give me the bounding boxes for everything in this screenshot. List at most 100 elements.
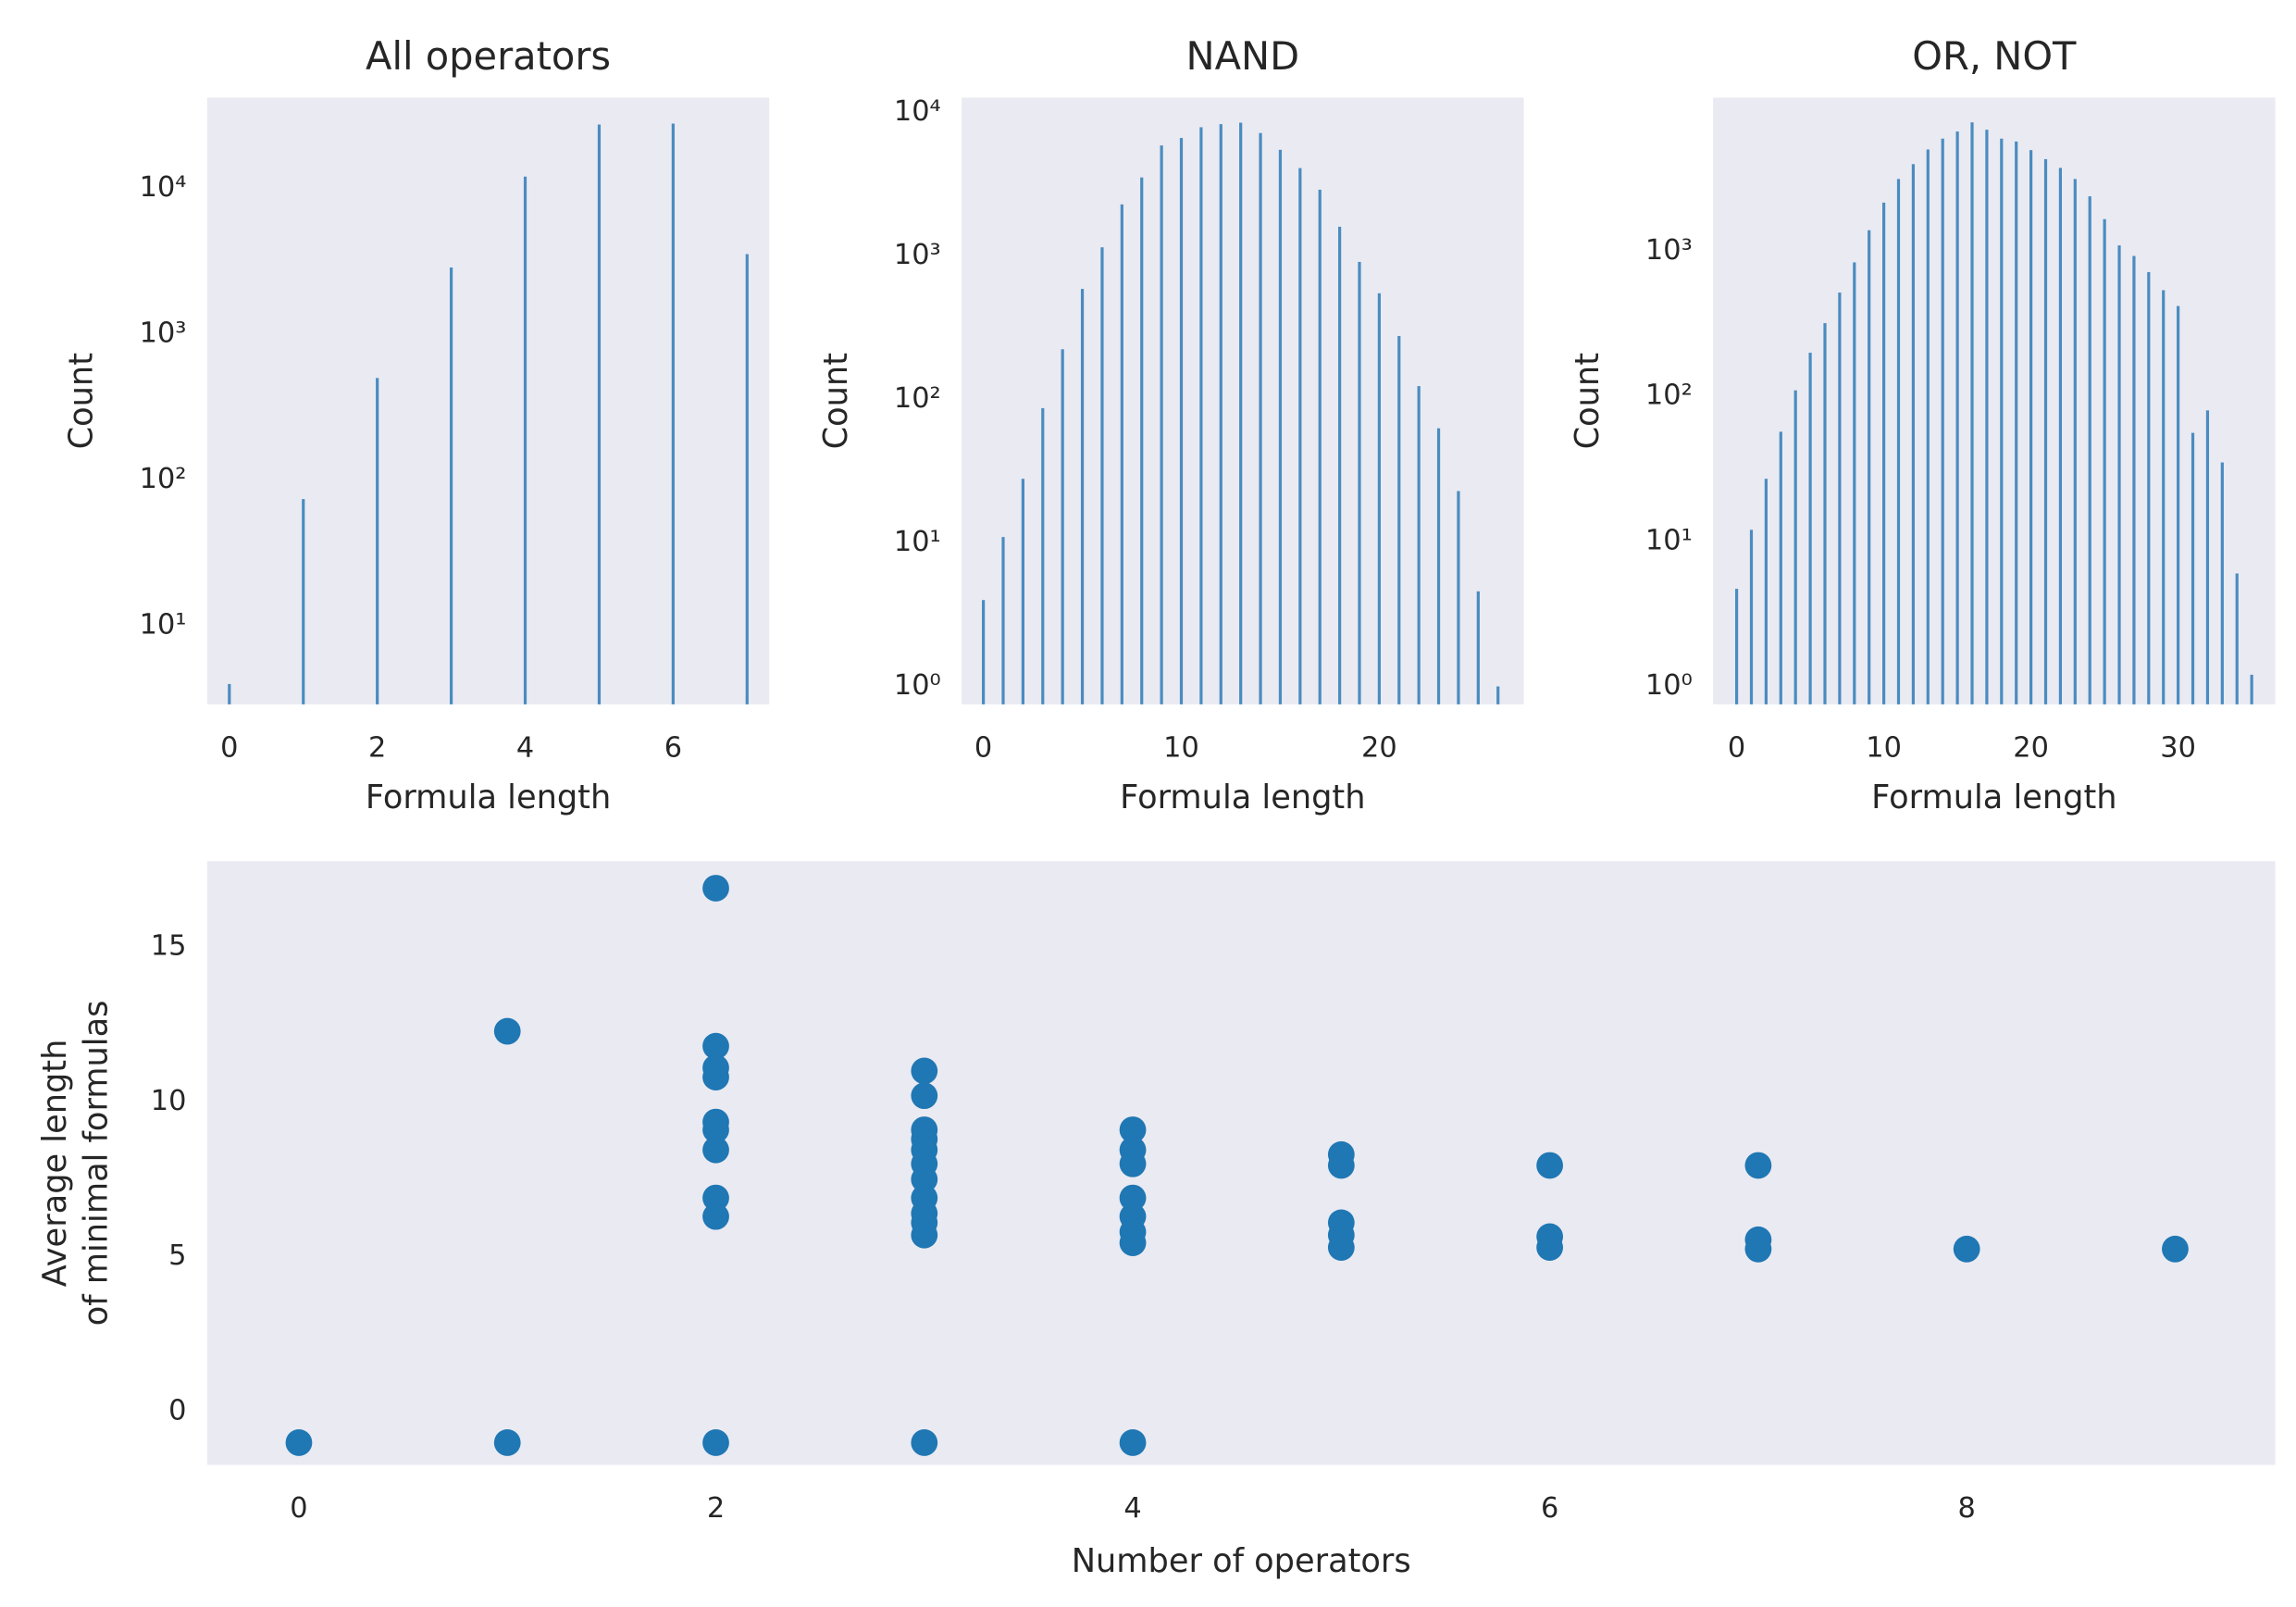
point: [1536, 1234, 1564, 1262]
bar: [2103, 218, 2106, 704]
chart-title: OR, NOT: [1912, 33, 2077, 79]
bar: [2043, 158, 2048, 704]
x-tick-label: 0: [220, 731, 238, 764]
bar: [1041, 407, 1045, 704]
bar: [1955, 131, 1959, 704]
bar: [1219, 124, 1222, 704]
point: [1744, 1152, 1772, 1179]
bar: [1985, 130, 1989, 704]
bar: [1793, 390, 1797, 704]
bar: [2162, 290, 2166, 704]
point: [1744, 1235, 1772, 1263]
x-tick-label: 20: [1361, 731, 1397, 764]
x-axis-label: Formula length: [1120, 779, 1365, 816]
bar: [1259, 132, 1262, 704]
y-tick-label: 10¹: [894, 526, 941, 558]
plot-area: [206, 97, 770, 704]
x-tick-label: 20: [2013, 731, 2049, 764]
point: [1327, 1234, 1355, 1262]
bar: [2191, 432, 2195, 704]
y-tick-label: 15: [151, 930, 187, 963]
point: [1119, 1429, 1147, 1456]
bar: [1868, 230, 1871, 704]
bar: [1377, 293, 1381, 704]
y-tick-label: 10⁰: [1645, 669, 1693, 702]
bar: [449, 267, 453, 704]
point: [1119, 1150, 1147, 1177]
bar: [1080, 289, 1085, 704]
x-tick-label: 0: [974, 731, 992, 764]
bar: [1318, 189, 1322, 704]
chart-title: NAND: [1186, 33, 1300, 79]
bar: [1338, 226, 1342, 704]
bar: [1496, 686, 1500, 704]
bar: [1779, 431, 1782, 704]
x-tick-label: 30: [2160, 731, 2196, 764]
chart-title: All operators: [366, 33, 611, 79]
bar: [1941, 138, 1944, 704]
bar: [2177, 305, 2180, 704]
point: [493, 1017, 521, 1045]
bar: [1926, 149, 1930, 704]
bar: [1179, 138, 1184, 704]
bar: [1823, 323, 1827, 704]
point: [1119, 1116, 1147, 1143]
x-axis-label: Formula length: [366, 779, 611, 816]
y-tick-label: 5: [168, 1240, 186, 1272]
x-axis-label: Formula length: [1871, 779, 2116, 816]
point: [702, 1064, 729, 1090]
bar: [1749, 529, 1754, 704]
bar: [2015, 141, 2018, 704]
y-tick-label: 10⁴: [140, 171, 187, 204]
x-tick-label: 2: [368, 731, 386, 764]
bar: [2058, 168, 2063, 704]
bar: [2029, 150, 2033, 704]
x-tick-label: 6: [1541, 1492, 1558, 1525]
y-tick-label: 10¹: [140, 609, 187, 642]
point: [911, 1429, 938, 1456]
y-tick-label: 10³: [894, 239, 941, 271]
bar: [1140, 177, 1144, 704]
point: [493, 1429, 521, 1456]
bar: [597, 124, 602, 704]
x-tick-label: 4: [516, 731, 534, 764]
x-tick-label: 2: [707, 1492, 725, 1525]
point: [911, 1165, 938, 1193]
bar: [982, 600, 986, 704]
y-tick-label: 10²: [1645, 380, 1693, 412]
y-tick-label: 10¹: [1645, 524, 1693, 556]
bar: [2132, 255, 2136, 704]
bar: [2220, 462, 2224, 704]
bar: [302, 499, 305, 704]
bar: [2073, 179, 2077, 704]
point: [702, 1202, 729, 1230]
bar: [1911, 164, 1915, 704]
y-axis-label: Count: [63, 353, 101, 449]
y-tick-label: 10⁴: [894, 95, 941, 128]
bar: [1476, 591, 1480, 704]
y-axis-label: Count: [817, 353, 855, 449]
bar: [1239, 122, 1243, 704]
bar: [1120, 204, 1123, 704]
y-tick-label: 0: [168, 1394, 186, 1426]
y-tick-label: 10³: [1645, 234, 1693, 267]
plot-area: [206, 861, 2276, 1465]
bar: [1358, 261, 1361, 704]
bar: [376, 378, 379, 704]
bar: [745, 254, 749, 704]
point: [1119, 1184, 1147, 1212]
bar: [523, 176, 527, 704]
y-axis-label: Average length: [36, 1040, 74, 1288]
y-tick-label: 10²: [894, 382, 941, 415]
bar: [228, 683, 231, 704]
x-tick-label: 10: [1163, 731, 1199, 764]
bar: [1021, 479, 1024, 704]
y-axis-label: Count: [1569, 353, 1607, 449]
bar: [1734, 589, 1739, 704]
y-tick-label: 10⁰: [894, 669, 941, 702]
point: [1119, 1229, 1147, 1256]
bar: [1298, 168, 1302, 704]
plot-area: [962, 97, 1524, 704]
bar: [2250, 674, 2253, 704]
